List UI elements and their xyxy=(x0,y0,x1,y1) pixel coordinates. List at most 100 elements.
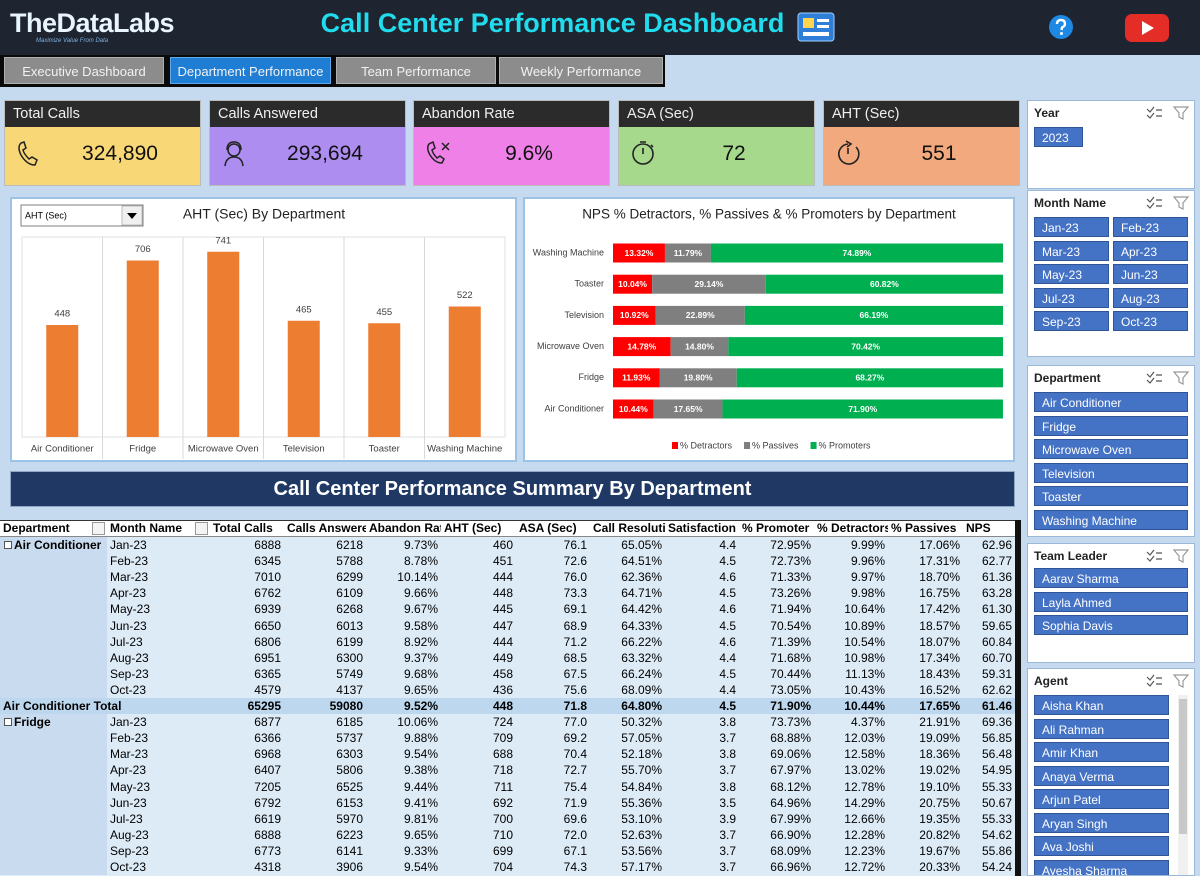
slicer-item[interactable]: Ava Joshi xyxy=(1034,836,1169,856)
value-cell: 62.62 xyxy=(981,682,1012,697)
slicer-item[interactable]: Fridge xyxy=(1034,415,1188,436)
value-cell: 6366 xyxy=(254,731,281,746)
collapse-button[interactable] xyxy=(4,718,12,727)
slicer-item[interactable]: Anaya Verma xyxy=(1034,765,1169,786)
kpi-card: Total Calls 324,890 xyxy=(4,100,201,186)
value-cell: 12.66% xyxy=(844,811,885,826)
value-cell: 451 xyxy=(492,554,513,569)
youtube-button[interactable] xyxy=(1124,13,1170,43)
table-header xyxy=(0,520,1015,537)
tab[interactable]: Department Performance xyxy=(170,57,331,84)
kpi-card: AHT (Sec) 551 xyxy=(823,100,1020,186)
value-cell: 9.88% xyxy=(403,731,438,746)
total-cell: 61.46 xyxy=(981,699,1012,713)
icon-shape xyxy=(1172,196,1190,210)
value-cell: 6968 xyxy=(254,747,281,762)
total-cell: 9.52% xyxy=(403,699,438,713)
value-cell: 73.05% xyxy=(770,682,811,697)
total-cell: 10.44% xyxy=(844,699,885,713)
icon-shape xyxy=(845,140,853,154)
slicer-controls[interactable] xyxy=(1144,370,1194,386)
slicer-item[interactable]: 2023 xyxy=(1034,127,1083,147)
slicer-item[interactable]: Ayesha Sharma xyxy=(1034,859,1169,875)
value-cell: 19.02% xyxy=(919,763,960,778)
value-cell: 9.37% xyxy=(403,650,438,665)
slicer-item[interactable]: Sophia Davis xyxy=(1034,615,1188,635)
value-cell: 59.31 xyxy=(981,666,1012,681)
slicer-controls[interactable] xyxy=(1144,195,1194,211)
slicer-item[interactable]: Jan-23 xyxy=(1034,217,1109,237)
slicer-item[interactable]: Toaster xyxy=(1034,486,1188,506)
slicer-item[interactable]: Aug-23 xyxy=(1113,287,1188,308)
month-cell: Aug-23 xyxy=(110,650,149,665)
value-cell: 3.9 xyxy=(719,811,736,826)
value-cell: 69.1 xyxy=(563,602,587,617)
kpi-label: ASA (Sec) xyxy=(619,101,814,127)
value-cell: 12.72% xyxy=(844,860,885,874)
value-cell: 54.95 xyxy=(981,763,1012,778)
value-cell: 460 xyxy=(492,538,513,552)
value-cell: 18.70% xyxy=(919,570,960,585)
collapse-button[interactable] xyxy=(4,541,12,549)
value-cell: 17.06% xyxy=(919,538,960,552)
slicer-item[interactable]: Aryan Singh xyxy=(1034,812,1169,833)
month-cell: Apr-23 xyxy=(110,763,147,778)
value-cell: 69.2 xyxy=(563,731,587,746)
icon-shape xyxy=(441,142,450,151)
kpi-label: Calls Answered xyxy=(210,101,405,127)
slicer-item[interactable]: Aisha Khan xyxy=(1034,695,1169,715)
slicer-item[interactable]: Oct-23 xyxy=(1113,311,1188,331)
value-cell: 710 xyxy=(492,827,513,842)
icon-part xyxy=(803,32,829,36)
slicer-item[interactable]: May-23 xyxy=(1034,264,1109,284)
value-cell: 6365 xyxy=(254,666,281,681)
slicer-item[interactable]: Layla Ahmed xyxy=(1034,591,1188,612)
slicer-item[interactable]: Arjun Patel xyxy=(1034,789,1169,809)
value-cell: 6650 xyxy=(254,618,281,633)
value-cell: 72.0 xyxy=(563,827,587,842)
slicer-item[interactable]: Washing Machine xyxy=(1034,509,1188,530)
slicer-controls[interactable] xyxy=(1144,548,1194,564)
slicer-item[interactable]: Amir Khan xyxy=(1034,742,1169,762)
slicer-controls[interactable] xyxy=(1144,673,1194,689)
total-cell: 71.90% xyxy=(770,699,811,713)
value-cell: 4579 xyxy=(254,682,281,697)
slicer-item[interactable]: Microwave Oven xyxy=(1034,439,1188,459)
slicer-item[interactable]: Air Conditioner xyxy=(1034,392,1188,412)
tab[interactable]: Team Performance xyxy=(336,57,496,84)
slicer-item[interactable]: Ali Rahman xyxy=(1034,718,1169,739)
total-cell: 65295 xyxy=(247,699,281,713)
value-cell: 20.33% xyxy=(919,860,960,874)
slicer-item[interactable]: Television xyxy=(1034,462,1188,483)
slicer-item[interactable]: Mar-23 xyxy=(1034,240,1109,261)
value-cell: 19.35% xyxy=(919,811,960,826)
value-cell: 3.7 xyxy=(719,731,736,746)
logo: TheDataLabs xyxy=(10,8,175,38)
value-cell: 688 xyxy=(492,747,513,762)
value-cell: 6939 xyxy=(254,602,281,617)
value-cell: 64.71% xyxy=(621,586,662,601)
department-cell xyxy=(0,537,107,698)
slicer-item[interactable]: Sep-23 xyxy=(1034,311,1109,331)
slicer-item[interactable]: Apr-23 xyxy=(1113,240,1188,261)
kpi-card: Abandon Rate 9.6% xyxy=(413,100,610,186)
slicer-item[interactable]: Jun-23 xyxy=(1113,264,1188,284)
help-button[interactable] xyxy=(1048,14,1074,40)
value-cell: 20.82% xyxy=(919,827,960,842)
month-cell: Mar-23 xyxy=(110,570,149,585)
slicer-item[interactable]: Jul-23 xyxy=(1034,287,1109,308)
filter-button[interactable] xyxy=(92,522,105,535)
tab[interactable]: Weekly Performance xyxy=(499,57,663,84)
value-cell: 59.65 xyxy=(981,618,1012,633)
tab[interactable]: Executive Dashboard xyxy=(4,57,164,84)
slicer-controls[interactable] xyxy=(1144,105,1194,121)
slicer-item[interactable]: Feb-23 xyxy=(1113,217,1188,237)
icon-shape xyxy=(1146,674,1162,687)
filter-button[interactable] xyxy=(195,522,208,535)
slicer-item[interactable]: Aarav Sharma xyxy=(1034,568,1188,588)
help-glyph xyxy=(1060,32,1063,35)
icon-shape xyxy=(1172,674,1190,688)
value-cell: 55.33 xyxy=(981,779,1012,794)
value-cell: 68.09% xyxy=(621,682,662,697)
column-header: Month Name xyxy=(110,521,182,535)
